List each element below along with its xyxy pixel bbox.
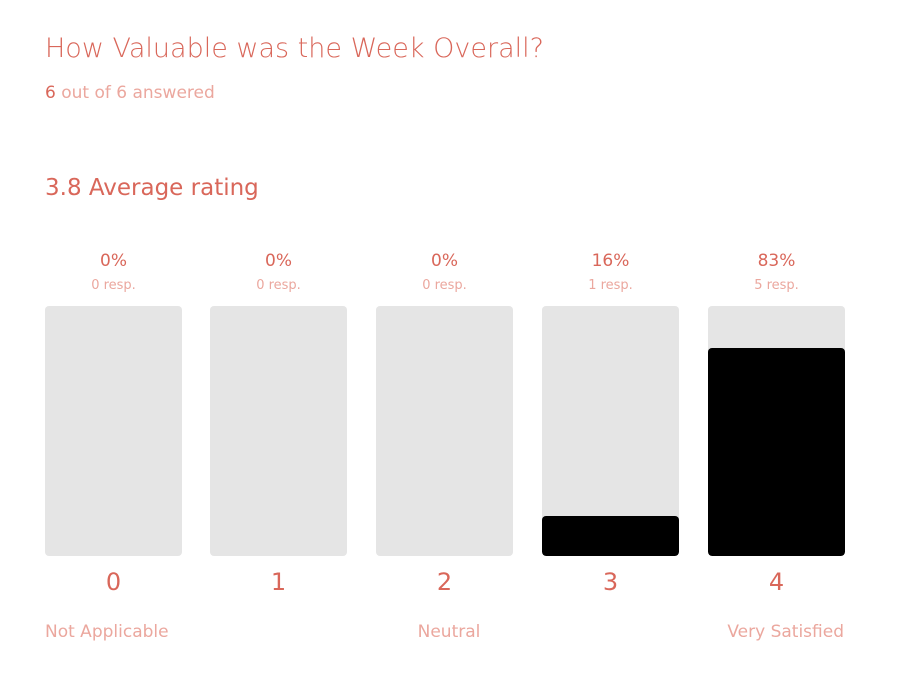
answered-number: 6 [45, 83, 56, 103]
scale-label-mid: Neutral [417, 622, 481, 642]
rating-value-label: 2 [436, 568, 453, 596]
bar-percent-label: 0% [265, 251, 292, 271]
scale-label-high: Very Satisfied [727, 622, 844, 642]
bar-column: 83% 5 resp. 4 [708, 250, 845, 596]
answered-text: out of 6 answered [61, 83, 215, 103]
rating-value-label: 0 [105, 568, 122, 596]
bar-column: 0% 0 resp. 2 [376, 250, 513, 596]
bar-response-count: 1 resp. [588, 278, 633, 293]
average-rating: 3.8 Average rating [45, 175, 259, 201]
bar-track [708, 306, 845, 556]
bar-fill [708, 348, 845, 556]
bar-percent-label: 0% [100, 251, 127, 271]
rating-value-label: 1 [270, 568, 287, 596]
bar-column: 16% 1 resp. 3 [542, 250, 679, 596]
bar-percent-label: 83% [757, 251, 796, 271]
bar-column: 0% 0 resp. 1 [210, 250, 347, 596]
scale-label-low: Not Applicable [45, 622, 169, 642]
bar-response-count: 0 resp. [256, 278, 301, 293]
answered-count: 6 out of 6 answered [45, 83, 215, 103]
bar-track [376, 306, 513, 556]
rating-value-label: 3 [602, 568, 619, 596]
bar-track [542, 306, 679, 556]
bar-percent-label: 0% [431, 251, 458, 271]
bar-percent-label: 16% [591, 251, 630, 271]
bar-response-count: 5 resp. [754, 278, 799, 293]
question-title: How Valuable was the Week Overall? [45, 33, 544, 64]
bar-response-count: 0 resp. [422, 278, 467, 293]
bar-track [45, 306, 182, 556]
bar-track [210, 306, 347, 556]
bar-fill [542, 516, 679, 556]
bar-response-count: 0 resp. [91, 278, 136, 293]
bar-column: 0% 0 resp. 0 [45, 250, 182, 596]
rating-value-label: 4 [768, 568, 785, 596]
